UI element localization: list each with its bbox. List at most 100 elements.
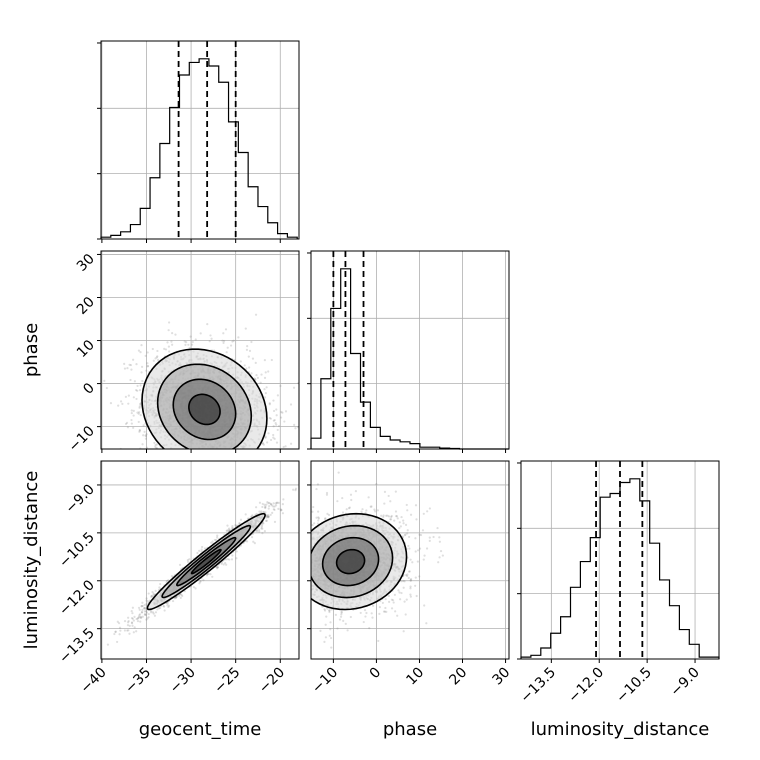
sample-point — [272, 425, 275, 428]
sample-point — [220, 562, 223, 565]
sample-point — [199, 579, 202, 583]
sample-point — [152, 359, 155, 362]
sample-point — [258, 501, 262, 504]
sample-point — [260, 373, 263, 376]
sample-point — [166, 481, 168, 483]
sample-point — [143, 612, 147, 616]
sample-point — [255, 373, 258, 377]
x-tick-label: −13.5 — [518, 665, 560, 707]
sample-point — [272, 433, 275, 437]
sample-point — [263, 376, 267, 380]
sample-point — [224, 561, 227, 565]
sample-point — [132, 409, 135, 412]
sample-point — [263, 530, 266, 533]
sample-point — [215, 464, 217, 466]
sample-point — [264, 435, 267, 438]
sample-point — [111, 450, 113, 452]
sample-point — [173, 597, 176, 600]
sample-point — [266, 516, 270, 519]
histogram-grid-phase — [332, 251, 506, 449]
scatter-panel-geocent_time-phase — [100, 250, 300, 450]
sample-point — [215, 538, 218, 542]
sample-point — [263, 388, 266, 391]
histogram-panel-phase — [310, 250, 510, 450]
sample-point — [237, 470, 239, 472]
sample-point — [242, 472, 244, 474]
sample-point — [260, 510, 263, 513]
sample-point — [215, 567, 219, 570]
sample-point — [167, 321, 171, 324]
sample-point — [116, 620, 119, 623]
sample-point — [219, 456, 221, 458]
sample-point — [264, 392, 267, 395]
sample-point — [268, 403, 271, 406]
sample-point — [156, 355, 159, 358]
sample-point — [174, 479, 176, 481]
sample-point — [251, 357, 255, 360]
sample-point — [130, 621, 134, 624]
sample-point — [292, 386, 296, 389]
sample-point — [137, 412, 140, 415]
sample-point — [145, 618, 148, 621]
sample-point — [266, 515, 269, 518]
sample-point — [226, 529, 229, 532]
sample-point — [202, 453, 204, 455]
sample-point — [215, 451, 217, 453]
sample-point — [239, 360, 242, 363]
sample-point — [198, 582, 201, 585]
sample-point — [153, 454, 155, 456]
sample-point — [230, 451, 232, 453]
histogram-panel-luminosity_distance — [520, 460, 720, 660]
sample-point — [166, 453, 168, 455]
sample-point — [208, 467, 210, 469]
sample-point — [192, 453, 194, 455]
sample-point — [144, 354, 147, 358]
sample-point — [250, 452, 252, 454]
sample-point — [171, 343, 174, 346]
sample-point — [205, 574, 208, 577]
sample-point — [223, 339, 226, 343]
sample-point — [162, 604, 165, 608]
sample-point — [260, 525, 263, 528]
sample-point — [270, 358, 273, 362]
sample-point — [123, 362, 126, 365]
sample-point — [267, 515, 270, 518]
sample-point — [261, 522, 264, 525]
sample-point — [281, 512, 285, 515]
sample-point — [291, 455, 293, 457]
sample-point — [224, 558, 228, 561]
sample-point — [208, 450, 210, 452]
sample-point — [154, 445, 157, 448]
sample-point — [222, 458, 224, 460]
sample-point — [123, 367, 127, 370]
sample-point — [308, 512, 310, 514]
sample-point — [143, 613, 147, 616]
sample-point — [208, 479, 210, 481]
x-tick-label: −10.5 — [613, 665, 655, 707]
sample-point — [141, 608, 144, 612]
sample-point — [267, 507, 270, 510]
sample-point — [201, 461, 203, 463]
sample-point — [183, 452, 185, 454]
sample-point — [253, 456, 255, 458]
sample-point — [199, 332, 202, 335]
sample-point — [178, 466, 180, 468]
sample-point — [186, 451, 188, 453]
sample-point — [269, 417, 272, 420]
sample-point — [136, 620, 140, 623]
sample-point — [239, 518, 243, 521]
sample-point — [165, 464, 167, 466]
sample-point — [113, 632, 116, 636]
sample-point — [192, 585, 196, 589]
sample-point — [255, 512, 258, 515]
sample-point — [165, 579, 169, 583]
sample-point — [131, 612, 134, 615]
sample-point — [209, 334, 212, 337]
sample-point — [261, 502, 264, 506]
x-tick-label: −20 — [256, 665, 288, 697]
sample-point — [198, 549, 201, 552]
sample-point — [138, 429, 142, 432]
sample-point — [208, 340, 211, 343]
sample-point — [152, 612, 155, 615]
sample-point — [268, 402, 271, 405]
